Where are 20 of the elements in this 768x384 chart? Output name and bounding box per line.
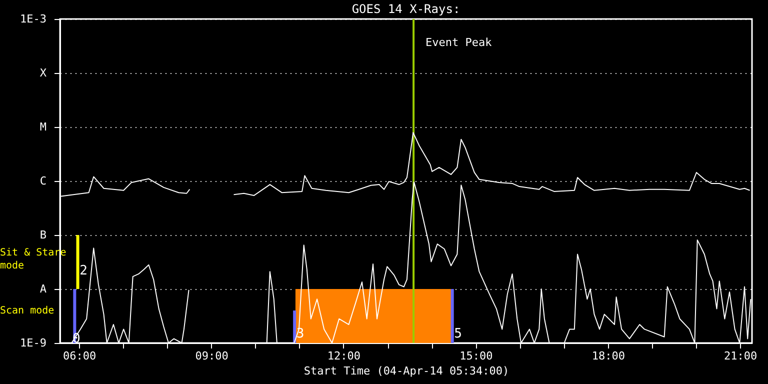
x-tick-label: 12:00: [327, 350, 361, 362]
y-tick-label: C: [40, 174, 46, 188]
y-tick-label: A: [40, 282, 47, 296]
ref-line-label: Event Peak: [426, 36, 492, 49]
y-tick-label: 1E-9: [20, 336, 46, 350]
y-tick-label: 1E-3: [20, 12, 46, 26]
text: Scan mode: [0, 306, 54, 317]
annotation: 3: [296, 326, 304, 342]
annotation: 2: [80, 264, 88, 279]
y-tick-label: B: [40, 228, 47, 242]
x-tick-label: 21:00: [724, 350, 758, 362]
x-tick-label: 09:00: [195, 350, 228, 362]
x-tick-label: 06:00: [63, 350, 96, 362]
x-tick-label: 18:00: [592, 350, 625, 362]
annotation: 5: [454, 326, 462, 342]
x-axis-title: Start Time (04-Apr-14 05:34:00): [304, 364, 510, 378]
chart-title: GOES 14 X-Rays:: [352, 2, 460, 16]
y-tick-label: M: [40, 120, 47, 134]
x-tick-label: 15:00: [460, 350, 493, 362]
y-tick-label: X: [40, 66, 47, 80]
